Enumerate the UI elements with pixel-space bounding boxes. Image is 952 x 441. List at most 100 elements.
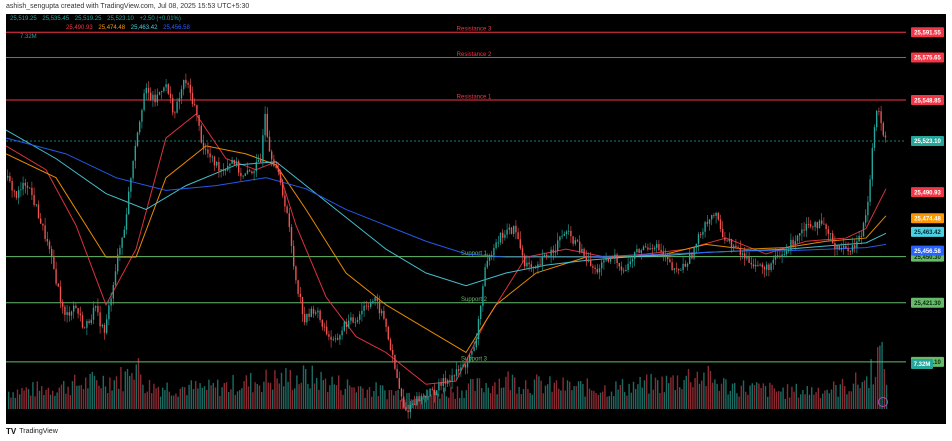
- volume-bar: [168, 391, 170, 409]
- volume-bar: [441, 393, 443, 409]
- volume-bar: [232, 374, 234, 409]
- volume-bar: [377, 396, 379, 409]
- volume-bar: [188, 384, 190, 409]
- volume-bar: [848, 391, 850, 409]
- candle-body: [220, 169, 222, 171]
- candle-body: [251, 171, 253, 174]
- volume-bar: [250, 372, 252, 409]
- volume-bar: [562, 377, 564, 409]
- candle-body: [488, 254, 491, 261]
- volume-bar: [254, 382, 256, 409]
- volume-bar: [230, 389, 232, 409]
- volume-bar: [223, 382, 225, 409]
- volume-bar: [694, 377, 696, 409]
- candle-body: [832, 233, 834, 243]
- candle-body: [693, 247, 695, 259]
- candle-body: [165, 84, 167, 88]
- legend-high: 25,535.45: [42, 16, 70, 22]
- candle-body: [304, 314, 306, 323]
- price-level-tag: 25,575.65: [914, 56, 941, 62]
- volume-bar: [813, 394, 815, 409]
- candle-body: [856, 241, 858, 248]
- volume-bar: [159, 396, 162, 409]
- volume-bar: [549, 376, 551, 409]
- candle-body: [568, 230, 570, 232]
- volume-bar: [197, 388, 199, 409]
- volume-bar: [76, 385, 78, 409]
- volume-tag-bg: [911, 359, 933, 369]
- volume-bar: [478, 378, 481, 409]
- candle-body: [15, 191, 18, 198]
- volume-bar: [824, 390, 826, 409]
- candle-body: [381, 310, 383, 314]
- candle-body: [211, 156, 213, 158]
- candle-body: [345, 321, 348, 327]
- candle-body: [136, 132, 139, 146]
- volume-bar: [357, 386, 360, 409]
- volume-bar: [144, 393, 146, 409]
- volume-bar: [817, 387, 819, 409]
- candle-body: [403, 396, 405, 408]
- candle-body: [293, 245, 295, 267]
- volume-bar: [164, 390, 166, 409]
- candle-body: [255, 161, 257, 172]
- volume-bar: [584, 396, 586, 409]
- candle-body: [590, 259, 592, 267]
- volume-bar: [659, 392, 661, 409]
- volume-bar: [877, 347, 879, 409]
- volume-bar: [833, 381, 835, 409]
- volume-bar: [795, 383, 797, 409]
- candle-body: [449, 380, 451, 382]
- candle-body: [425, 395, 427, 398]
- volume-bar: [555, 380, 558, 409]
- candle-body: [7, 176, 9, 178]
- candle-body: [697, 234, 700, 244]
- candle-body: [339, 335, 341, 340]
- price-chart-svg[interactable]: Resistance 3 Resistance 2 Resistance 1 Supp…: [6, 14, 946, 424]
- candle-body: [29, 187, 31, 189]
- volume-bar: [87, 388, 89, 409]
- candle-body: [121, 237, 123, 248]
- candle-body: [143, 93, 145, 111]
- candle-body: [222, 169, 224, 171]
- candle-body: [158, 92, 161, 95]
- candle-body: [389, 339, 392, 350]
- volume-bar: [624, 392, 626, 409]
- volume-bar: [789, 397, 791, 409]
- candle-body: [783, 254, 785, 256]
- candle-body: [774, 255, 777, 260]
- volume-bar: [802, 390, 804, 409]
- level-label: Resistance 2: [457, 52, 492, 58]
- volume-bar: [597, 394, 599, 409]
- candle-body: [882, 123, 884, 136]
- candle-body: [40, 218, 42, 224]
- volume-bar: [353, 387, 355, 409]
- candle-body: [167, 84, 169, 94]
- candle-body: [759, 264, 761, 266]
- candle-body: [414, 403, 416, 405]
- volume-bar: [155, 388, 157, 409]
- price-level-tag-bg: [911, 297, 944, 308]
- candle-body: [330, 336, 332, 340]
- candle-body: [257, 160, 260, 162]
- volume-bar: [445, 396, 448, 409]
- candle-body: [209, 153, 211, 158]
- candle-body: [394, 354, 396, 369]
- candle-body: [249, 170, 251, 172]
- volume-bar: [811, 387, 813, 409]
- candle-body: [873, 127, 876, 148]
- volume-bar: [38, 390, 41, 409]
- candle-body: [475, 338, 477, 348]
- legend-change: +2.50 (+0.01%): [139, 16, 181, 22]
- volume-bar: [318, 389, 320, 409]
- volume-bar: [252, 392, 254, 409]
- volume-bar: [846, 394, 848, 409]
- candle-body: [86, 321, 88, 328]
- price-level-tag-bg: [911, 52, 944, 63]
- candle-body: [504, 234, 506, 238]
- ohlc-legend: 25,519.25 25,535.45 25,519.25 25,523.10 …: [10, 16, 185, 22]
- volume-bar: [628, 383, 630, 409]
- candle-body: [876, 111, 878, 128]
- chart-panel[interactable]: Resistance 3 Resistance 2 Resistance 1 Supp…: [6, 14, 946, 424]
- volume-bar: [630, 392, 632, 409]
